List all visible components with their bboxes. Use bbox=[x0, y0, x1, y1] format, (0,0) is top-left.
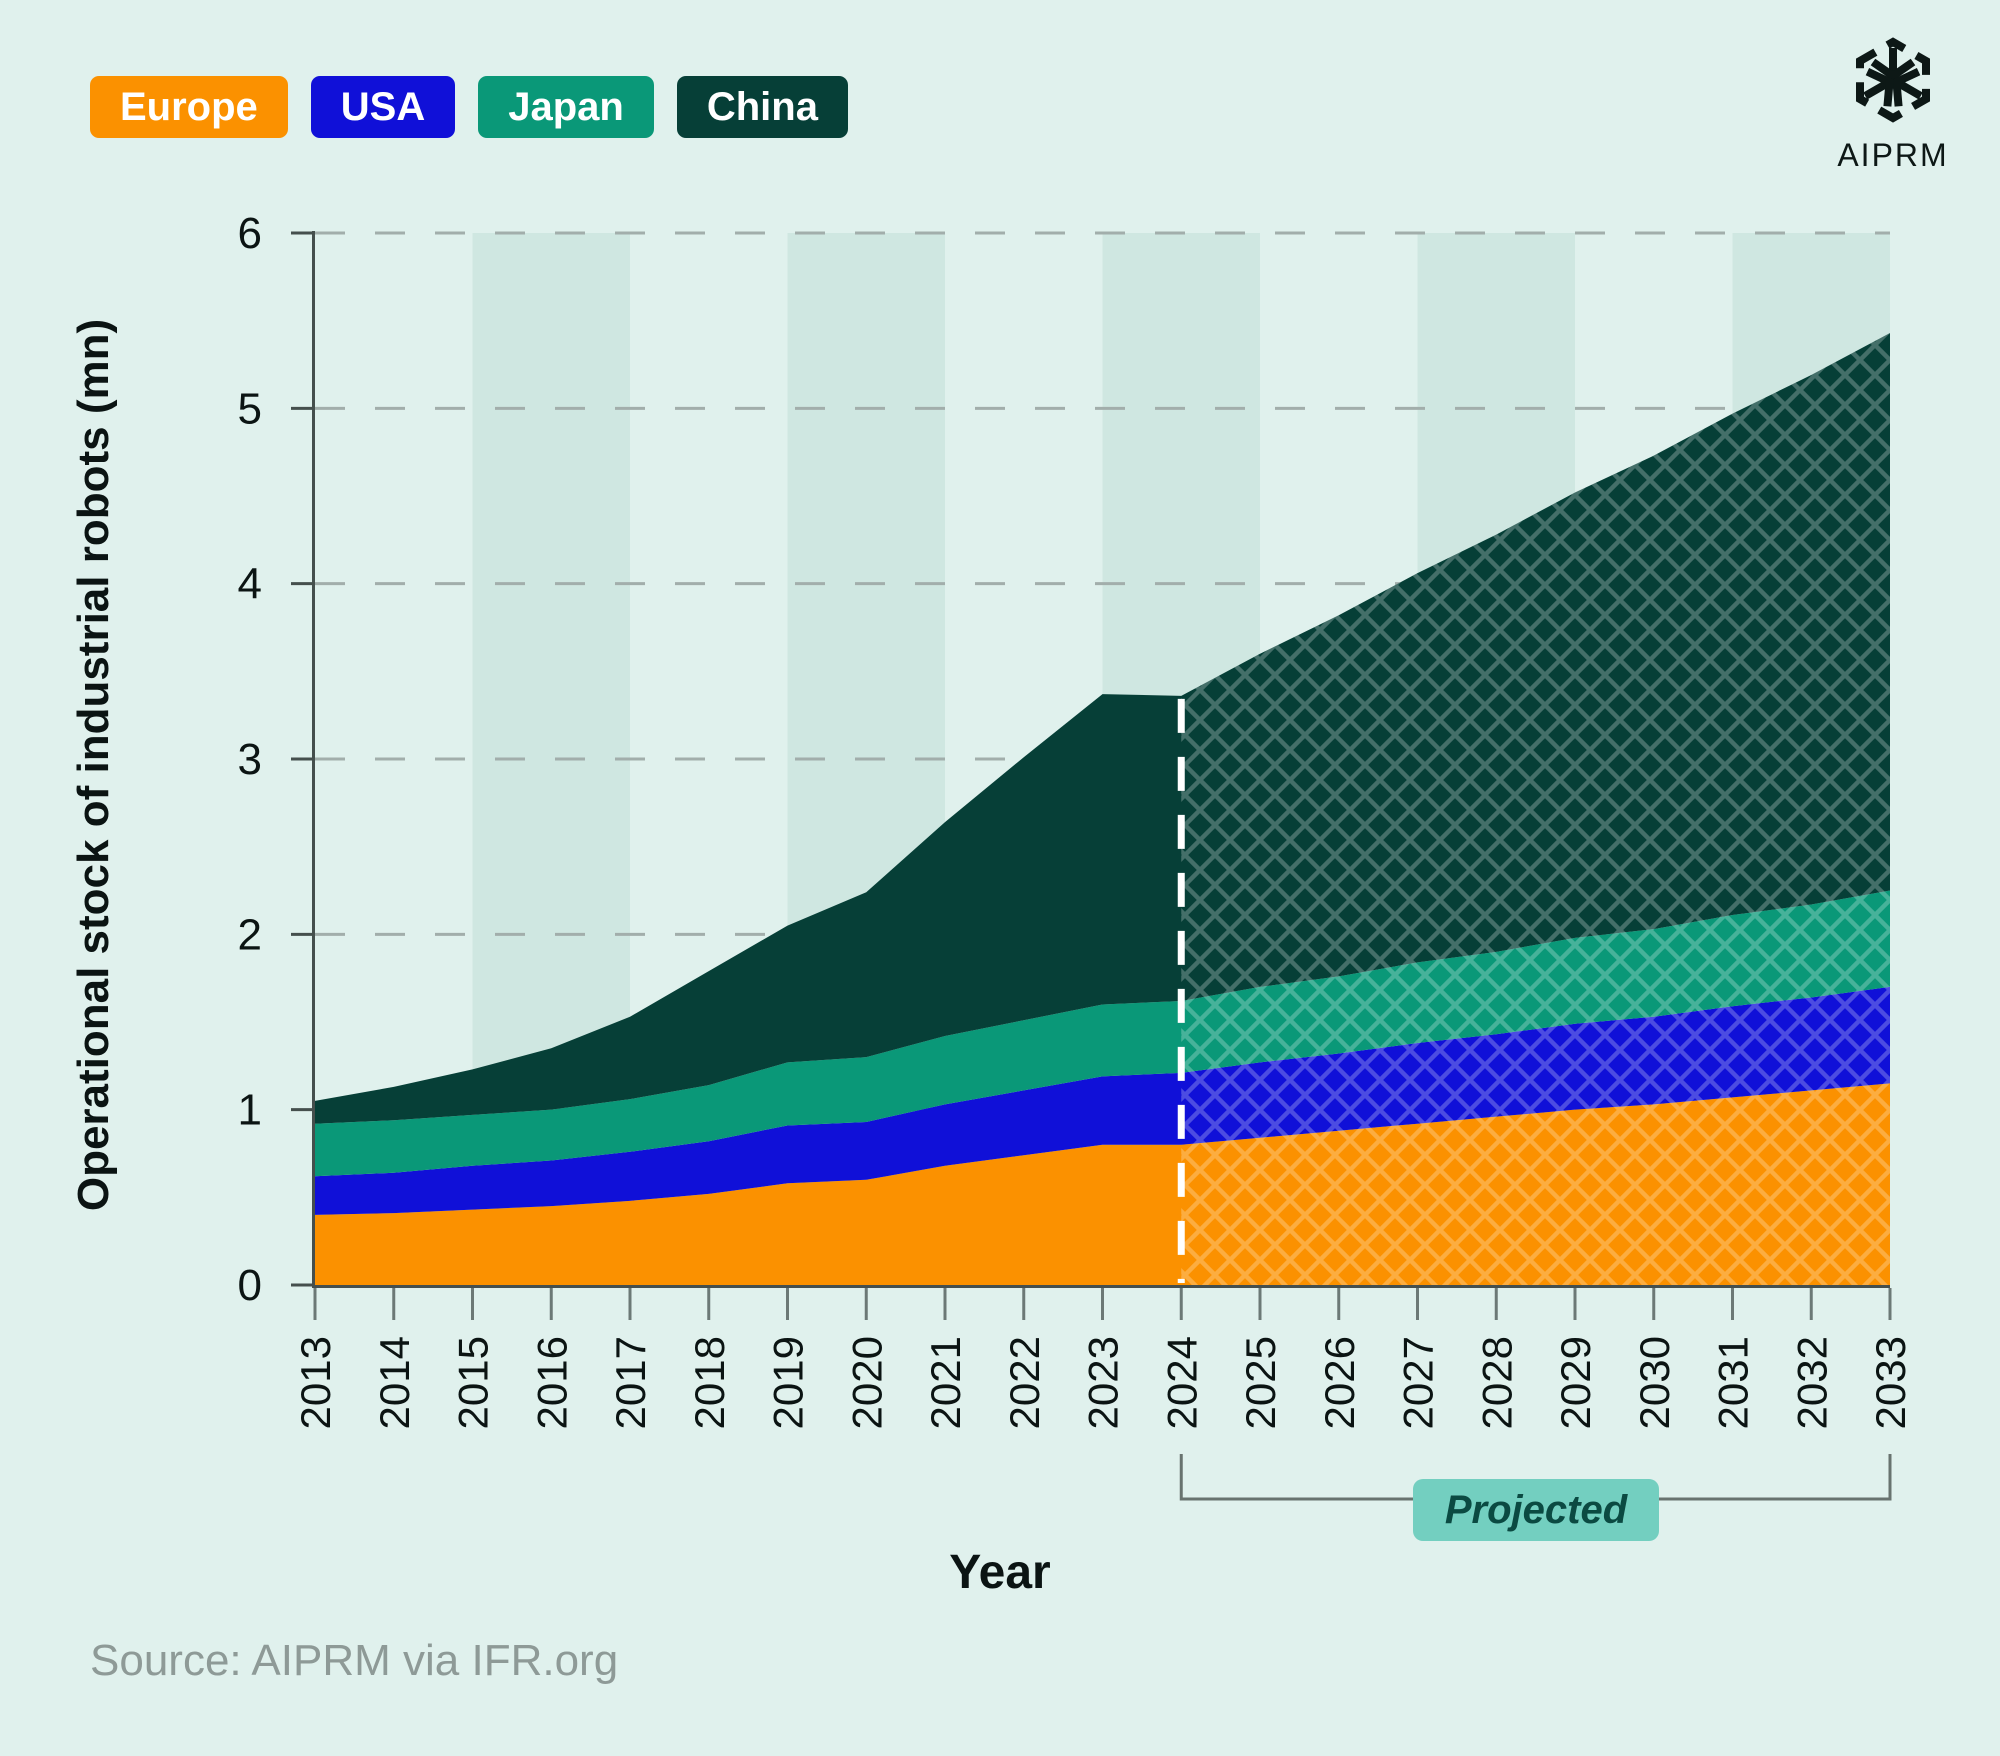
y-tick-label: 6 bbox=[238, 209, 262, 258]
x-tick-label: 2031 bbox=[1710, 1336, 1757, 1429]
x-tick-label: 2033 bbox=[1867, 1336, 1914, 1429]
x-tick-label: 2014 bbox=[371, 1336, 418, 1429]
x-tick-label: 2027 bbox=[1395, 1336, 1442, 1429]
y-tick-label: 1 bbox=[238, 1086, 262, 1135]
aiprm-logo: AIPRM bbox=[1813, 34, 1973, 174]
x-axis-title: Year bbox=[949, 1546, 1051, 1599]
x-tick-label: 2032 bbox=[1788, 1336, 1835, 1429]
legend-item-japan: Japan bbox=[478, 76, 654, 138]
x-tick-label: 2019 bbox=[765, 1336, 812, 1429]
legend-item-china: China bbox=[676, 76, 848, 138]
x-tick-label: 2025 bbox=[1237, 1336, 1284, 1429]
x-tick-label: 2023 bbox=[1080, 1336, 1127, 1429]
legend-item-europe: Europe bbox=[90, 76, 288, 138]
x-tick-label: 2022 bbox=[1001, 1336, 1048, 1429]
x-tick-label: 2024 bbox=[1158, 1336, 1205, 1429]
x-tick-label: 2020 bbox=[843, 1336, 890, 1429]
x-tick-label: 2013 bbox=[292, 1336, 339, 1429]
y-axis-title: Operational stock of industrial robots (… bbox=[69, 318, 118, 1212]
x-tick-label: 2026 bbox=[1316, 1336, 1363, 1429]
y-tick-label: 0 bbox=[238, 1261, 262, 1310]
aiprm-logo-mark bbox=[1856, 37, 1930, 123]
projected-label: Projected bbox=[1413, 1479, 1659, 1541]
source-note: Source: AIPRM via IFR.org bbox=[90, 1636, 619, 1685]
x-tick-label: 2029 bbox=[1552, 1336, 1599, 1429]
aiprm-logo-text: AIPRM bbox=[1837, 137, 1949, 173]
x-tick-label: 2016 bbox=[528, 1336, 575, 1429]
x-tick-label: 2030 bbox=[1631, 1336, 1678, 1429]
legend: Europe USA Japan China bbox=[90, 76, 848, 138]
x-tick-label: 2028 bbox=[1473, 1336, 1520, 1429]
y-tick-label: 4 bbox=[238, 560, 262, 609]
y-tick-label: 3 bbox=[238, 735, 262, 784]
y-tick-label: 2 bbox=[238, 910, 262, 959]
x-tick-label: 2017 bbox=[607, 1336, 654, 1429]
x-tick-label: 2018 bbox=[686, 1336, 733, 1429]
y-tick-label: 5 bbox=[238, 384, 262, 433]
x-tick-label: 2021 bbox=[922, 1336, 969, 1429]
x-tick-label: 2015 bbox=[450, 1336, 497, 1429]
legend-item-usa: USA bbox=[310, 76, 456, 138]
projected-hatch-overlay bbox=[1181, 332, 1890, 1285]
